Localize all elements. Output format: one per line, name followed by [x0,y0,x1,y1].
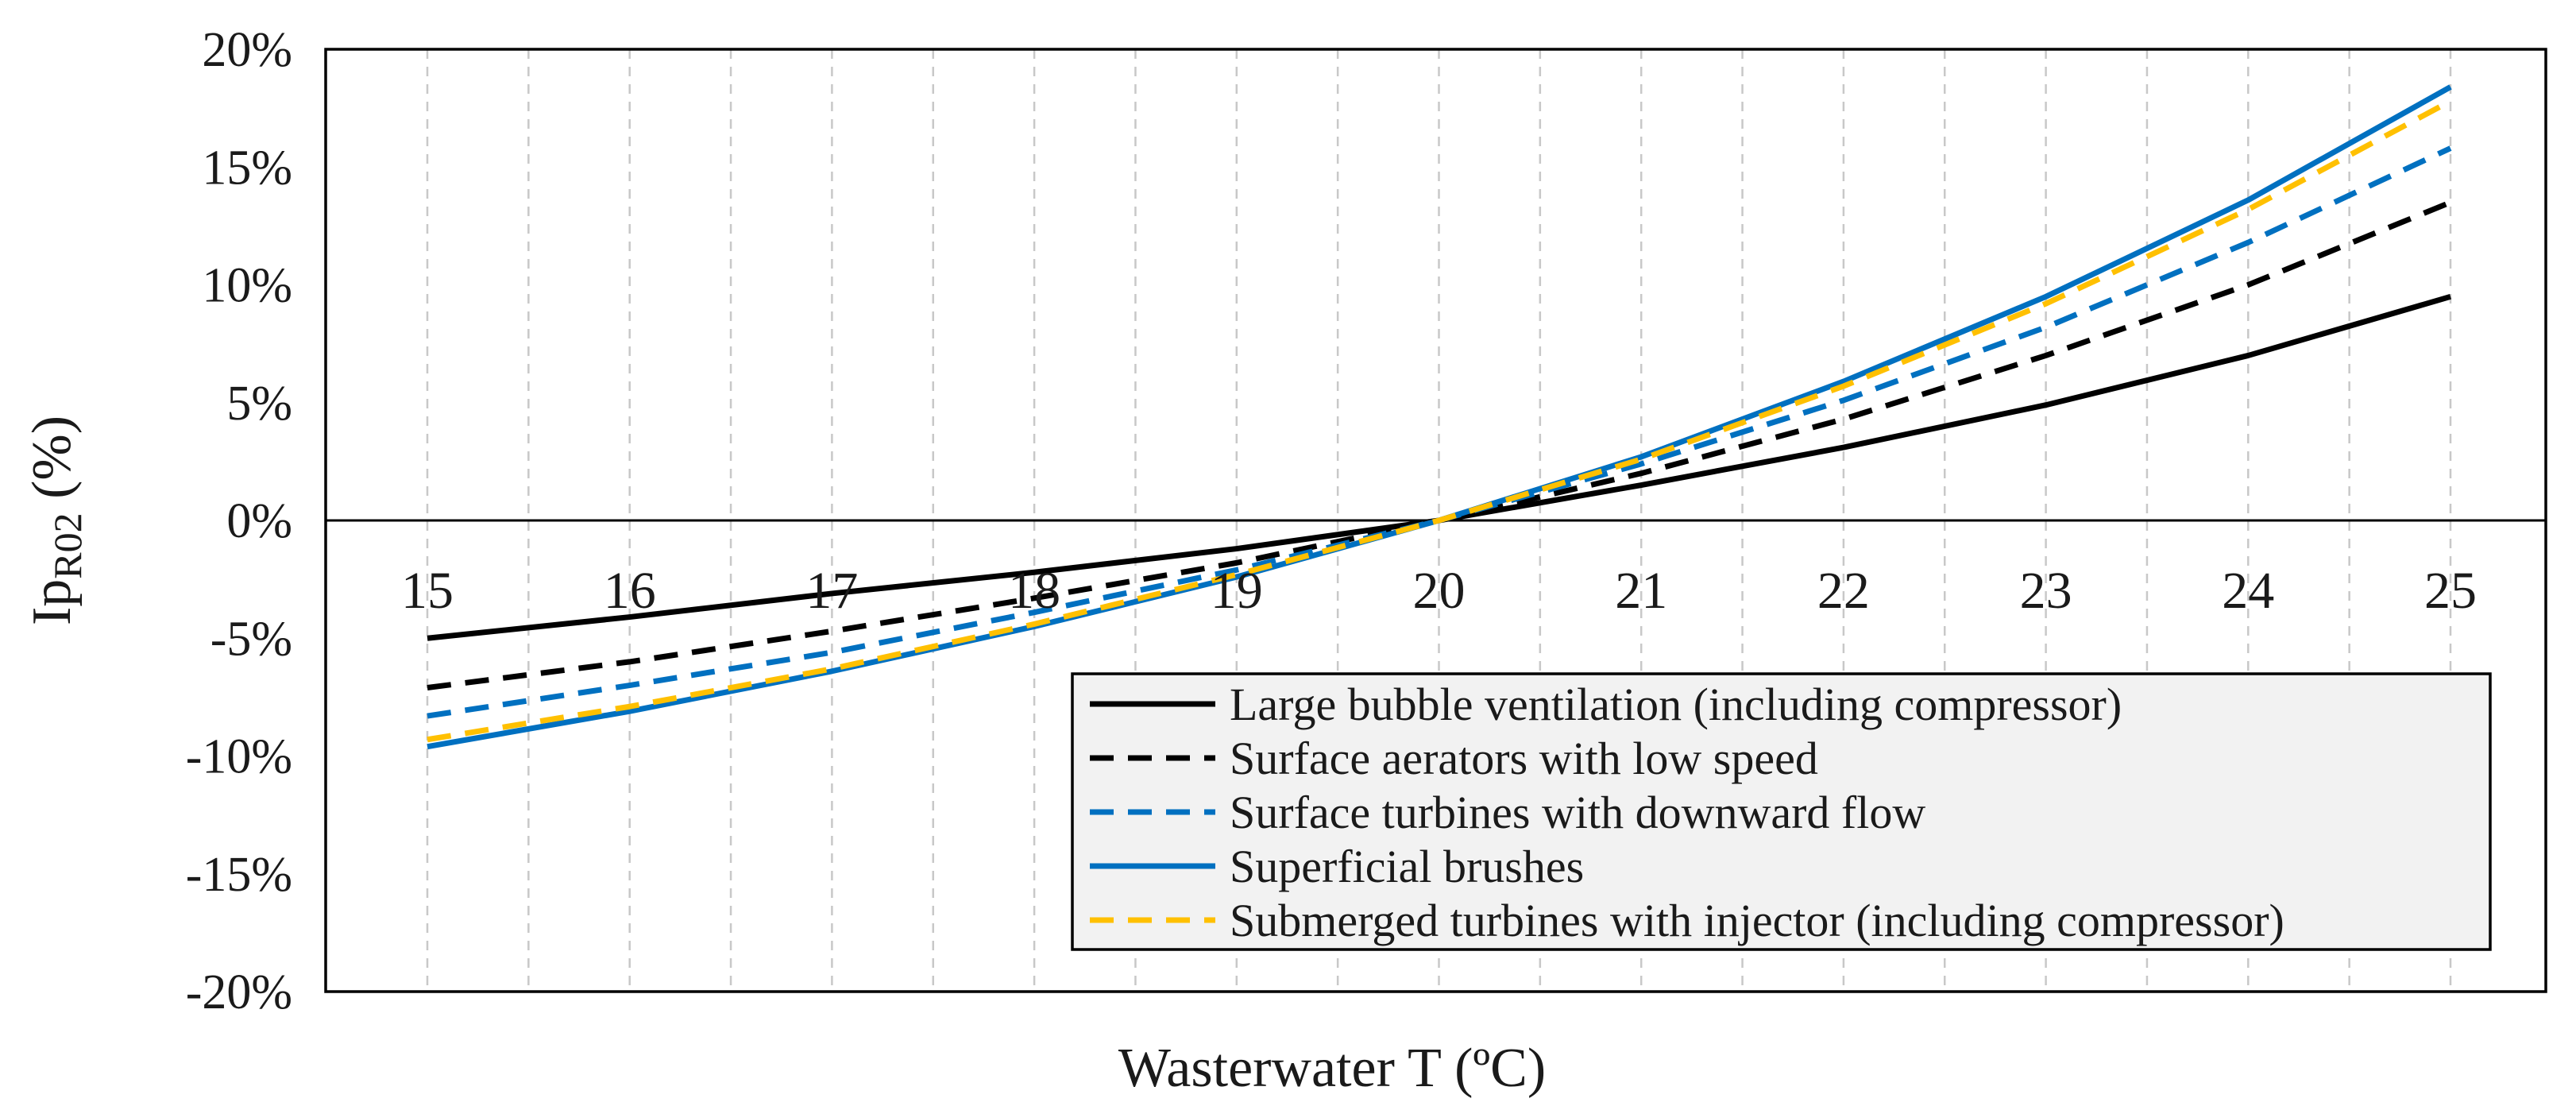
y-tick-label: -10% [186,730,292,784]
x-tick-label: 15 [401,562,454,620]
x-axis-title: Wasterwater T (ºC) [1118,1038,1546,1099]
x-tick-label: 23 [2020,562,2072,620]
legend-label: Submerged turbines with injector (includ… [1230,895,2284,946]
y-tick-label: 0% [226,494,292,548]
legend-label: Surface turbines with downward flow [1230,787,1925,838]
y-axis-title: IpR02 (%) [21,416,90,625]
x-tick-label: 17 [805,562,858,620]
y-tick-label: 20% [202,23,292,77]
y-tick-label: 5% [226,377,292,431]
series-line [427,99,2452,743]
tick-labels: 20% 15% 10% 5% 0% -5% -10% -15% -20% 15 16 17 18 19 20… [186,23,2477,1019]
series-group [427,84,2452,750]
x-tick-label: 24 [2222,562,2274,620]
legend-box [1071,672,2492,951]
x-tick-label: 21 [1615,562,1667,620]
y-tick-label: 15% [202,141,292,195]
x-tick-label: 18 [1008,562,1060,620]
x-tick-label: 19 [1211,562,1263,620]
y-tick-label: -15% [186,848,292,902]
y-axis-title-main: Ip [21,579,83,625]
y-axis-title-subscript: R02 [45,512,90,578]
legend-label: Superficial brushes [1230,841,1584,892]
x-tick-label: 20 [1413,562,1466,620]
x-tick-label: 22 [1817,562,1870,620]
y-tick-label: -20% [186,965,292,1019]
x-tick-label: 16 [604,562,656,620]
legend-label: Large bubble ventilation (including comp… [1230,679,2122,730]
y-tick-label: 10% [202,259,292,313]
series-line [427,199,2452,690]
legend: Large bubble ventilation (including comp… [1071,672,2492,951]
legend-label: Surface aerators with low speed [1230,733,1818,784]
y-axis-title-suffix: (%) [21,416,83,512]
y-tick-label: -5% [210,612,292,666]
x-tick-label: 25 [2424,562,2477,620]
